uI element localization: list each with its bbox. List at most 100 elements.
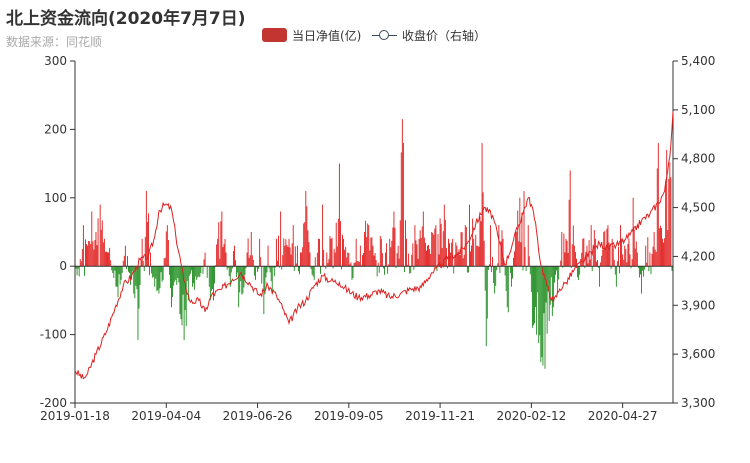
bar	[181, 266, 183, 326]
bar	[423, 237, 425, 267]
bar	[666, 149, 668, 267]
bar	[647, 237, 649, 267]
bar	[389, 238, 391, 267]
bar	[305, 190, 307, 267]
bar	[378, 266, 380, 273]
bar	[441, 248, 443, 267]
bar	[438, 254, 440, 267]
bar	[99, 204, 101, 267]
bar	[417, 258, 419, 267]
bar	[612, 245, 614, 267]
bar	[133, 266, 135, 294]
bar	[235, 260, 236, 267]
bar	[164, 257, 166, 267]
bar	[80, 261, 82, 267]
bar	[534, 266, 535, 324]
bar	[410, 266, 412, 274]
bar	[132, 266, 134, 272]
bar	[395, 266, 397, 269]
bar	[339, 221, 341, 267]
bar	[515, 232, 517, 267]
bar	[634, 248, 636, 267]
bar	[610, 266, 612, 269]
bar	[525, 266, 527, 271]
bar	[124, 245, 126, 267]
bar	[500, 241, 502, 267]
bar	[365, 220, 367, 267]
bar	[338, 163, 340, 267]
bar	[562, 266, 564, 268]
bar	[664, 238, 666, 267]
bar	[234, 245, 235, 267]
bar	[118, 266, 120, 275]
bar	[140, 259, 142, 267]
y-right-tick-label: 4,800	[681, 152, 715, 166]
bar	[294, 246, 296, 267]
bar	[602, 249, 604, 267]
x-tick-label: 2020-02-12	[496, 409, 566, 423]
bar	[434, 228, 436, 267]
bar	[594, 238, 596, 267]
bar	[446, 266, 448, 269]
bar	[475, 234, 477, 267]
bar	[538, 266, 540, 343]
bar	[638, 266, 640, 278]
bar	[406, 238, 407, 267]
bar	[301, 252, 303, 267]
bar	[247, 238, 249, 267]
legend-item-bar[interactable]: 当日净值(亿)	[262, 26, 361, 44]
y-left-tick-label: -200	[40, 396, 67, 410]
bar	[194, 266, 196, 290]
bar	[278, 235, 279, 267]
bar	[351, 266, 353, 280]
bar	[335, 222, 337, 267]
bar	[138, 266, 140, 309]
bar	[513, 257, 514, 267]
bar	[416, 244, 418, 267]
bar	[94, 240, 96, 267]
bar	[656, 168, 658, 267]
bar	[183, 266, 185, 341]
bar	[329, 236, 331, 267]
bar	[325, 266, 327, 269]
bar	[76, 266, 78, 276]
bar	[637, 266, 639, 269]
x-tick-label: 2020-04-27	[588, 409, 658, 423]
bar	[328, 259, 330, 267]
bar	[370, 237, 372, 267]
bar	[332, 266, 334, 269]
bar	[336, 246, 338, 267]
legend-item-line[interactable]: 收盘价（右轴）	[372, 26, 486, 44]
bar	[100, 229, 102, 267]
bar	[223, 244, 225, 267]
axes: -200 -100 0 100 200 300 3,300 3,600 3,900 4,200 4,…	[40, 54, 716, 423]
bar	[595, 261, 597, 267]
bar	[407, 265, 409, 267]
bar	[230, 266, 232, 273]
legend-line-swatch-icon	[372, 28, 397, 42]
bar	[472, 218, 474, 267]
bar	[176, 266, 178, 285]
bar	[307, 230, 309, 267]
bar	[265, 266, 267, 278]
bar	[253, 266, 255, 276]
bar	[457, 252, 459, 267]
bar	[565, 238, 567, 267]
bar	[139, 266, 141, 285]
bar	[549, 266, 551, 305]
bar	[558, 266, 560, 280]
bar	[279, 266, 281, 268]
bar	[374, 253, 376, 267]
bar	[206, 266, 208, 278]
y-left-tick-label: 300	[44, 54, 67, 68]
bar	[103, 238, 105, 267]
bar	[552, 266, 554, 308]
bar	[182, 266, 184, 295]
bar	[436, 266, 438, 272]
bar	[607, 225, 609, 267]
bar	[651, 253, 653, 267]
bar	[173, 266, 175, 286]
bar	[102, 242, 104, 267]
bar	[109, 247, 111, 267]
bar	[625, 248, 627, 267]
